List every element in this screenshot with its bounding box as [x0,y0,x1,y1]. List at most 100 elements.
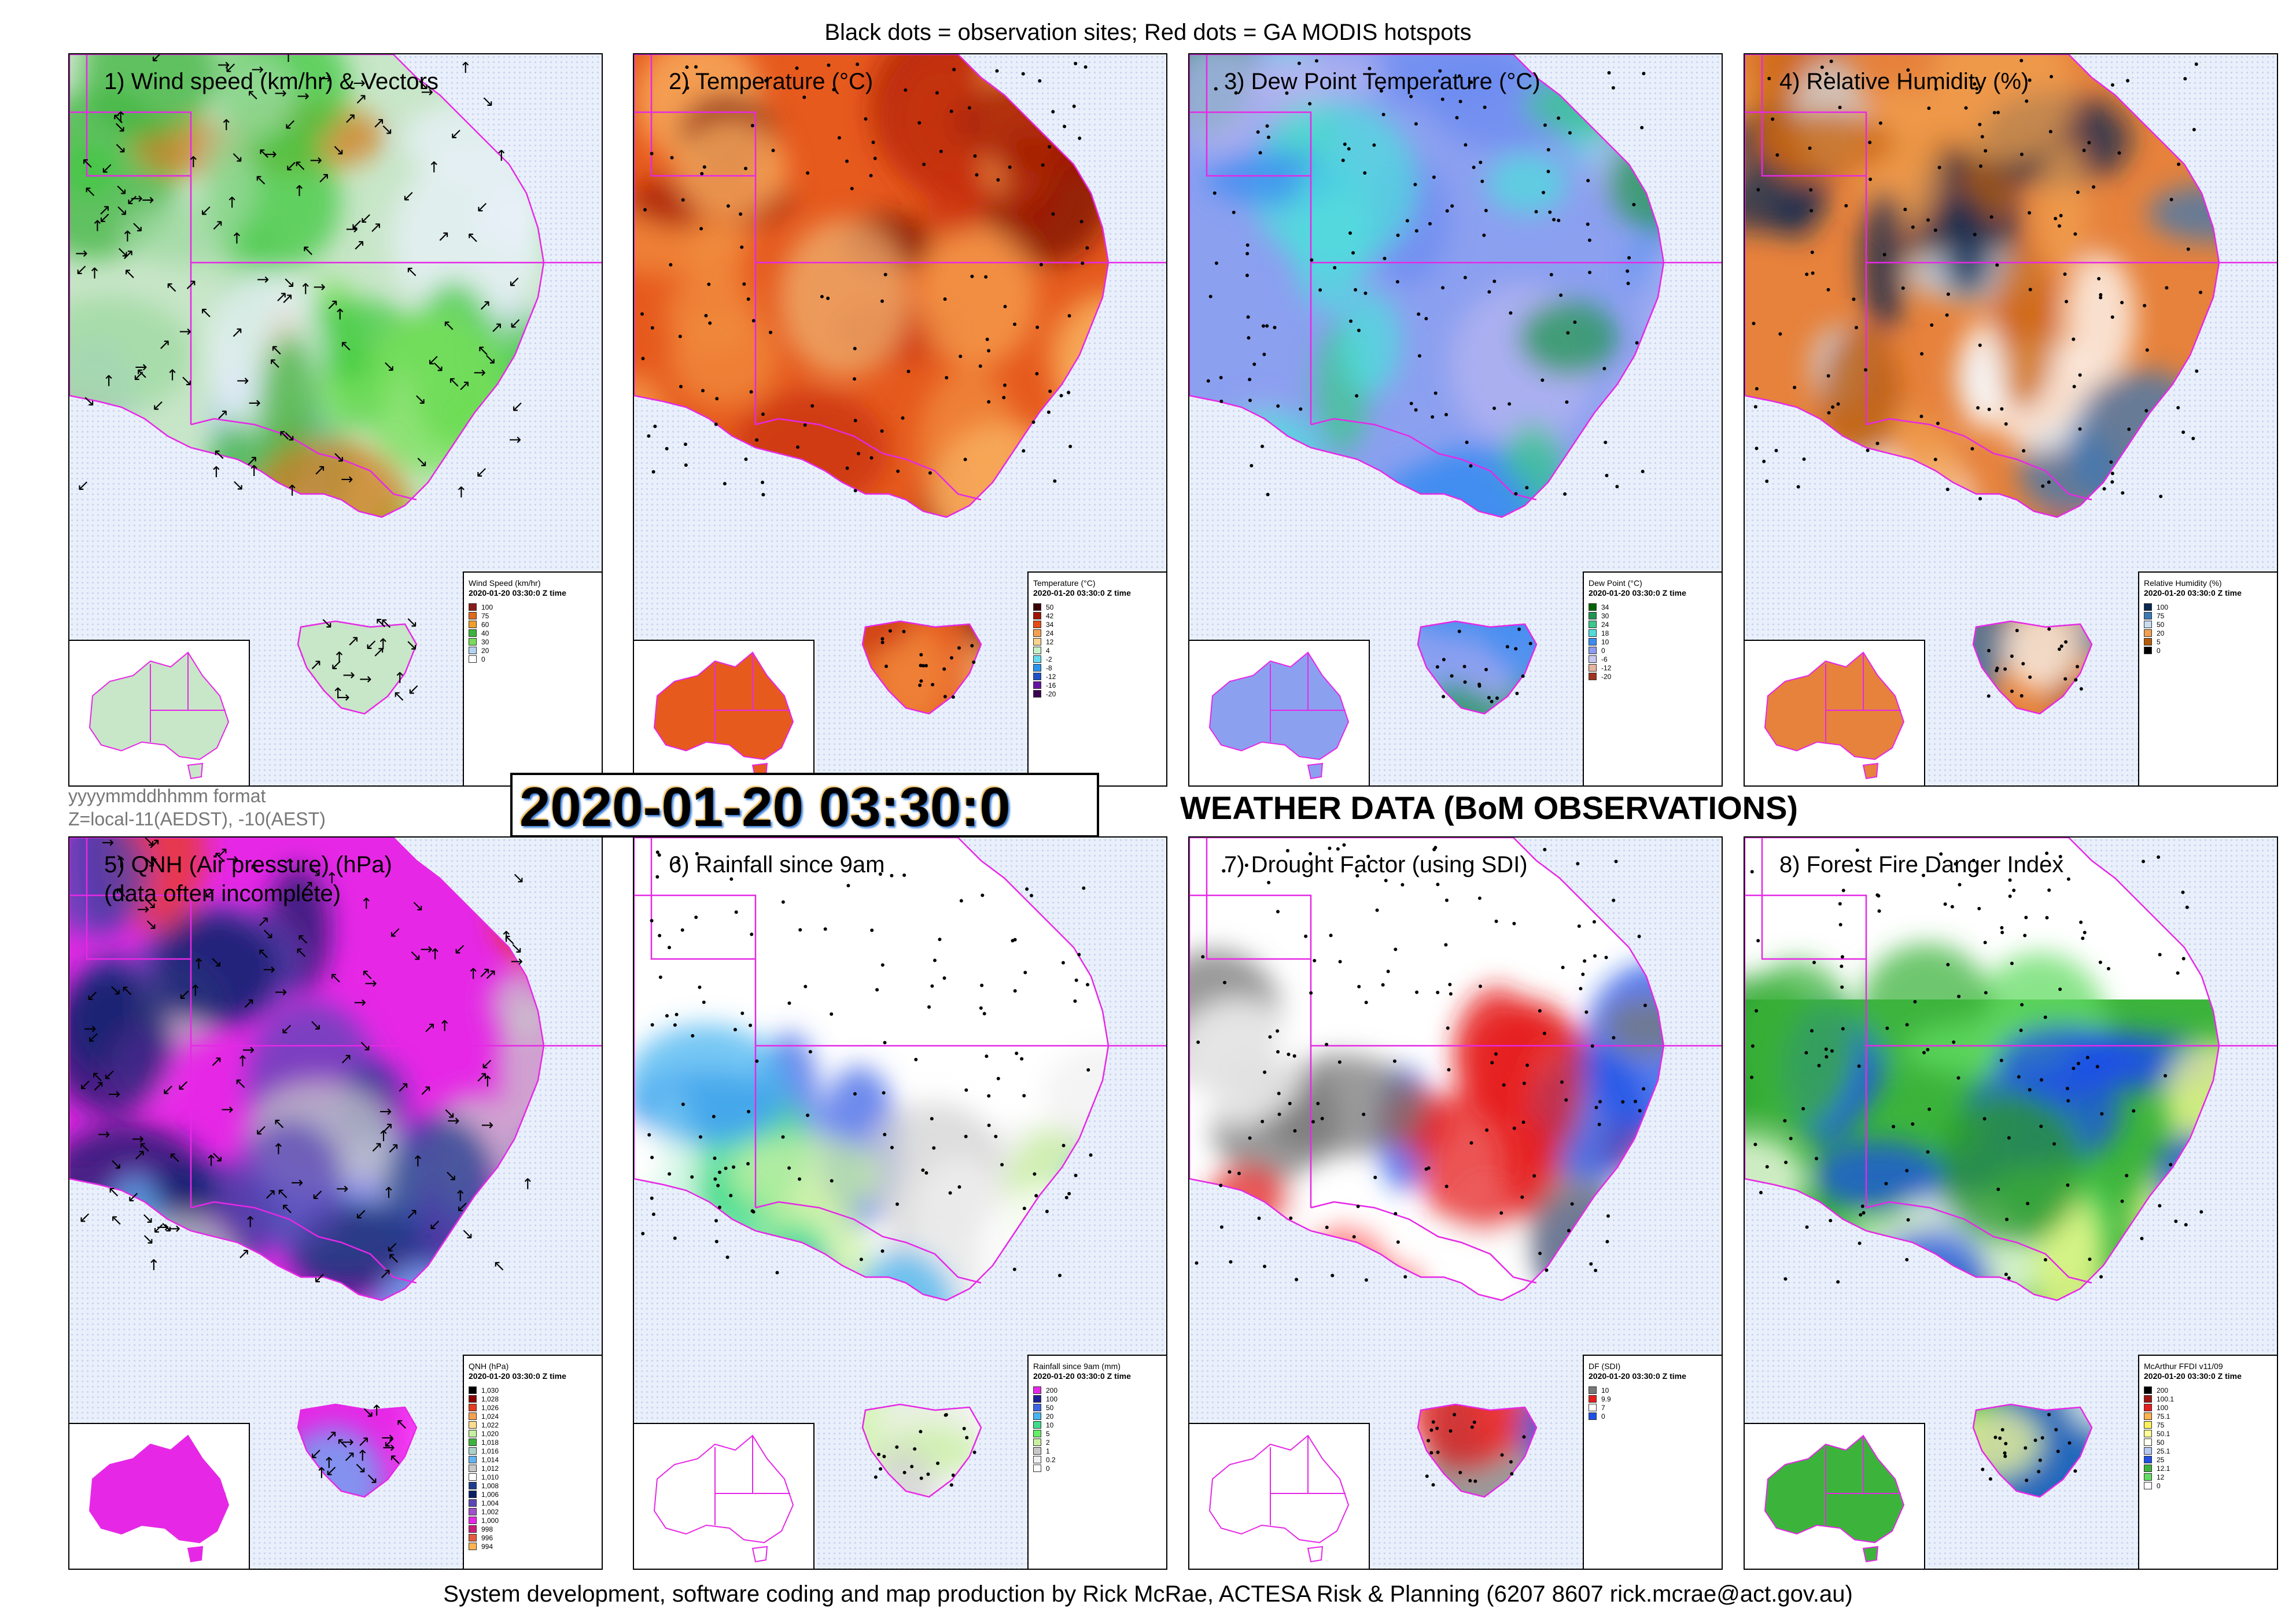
observation-site-dot [832,88,836,92]
wind-vector-icon: ↘ [383,357,396,375]
observation-site-dot [1567,1229,1571,1233]
wind-vector-icon: ↗ [301,877,314,895]
observation-site-dot [781,1135,785,1139]
wind-vector-icon: ↑ [377,636,389,653]
legend-label: 998 [481,1525,493,1533]
wind-vector-icon: ↖ [467,229,480,246]
observation-site-dot [1245,252,1250,256]
legend-entry: 20 [469,646,597,655]
observation-site-dot [1801,1106,1805,1111]
observation-site-dot [678,334,682,338]
observation-site-dot [1514,647,1518,651]
observation-site-dot [1487,290,1491,294]
observation-site-dot [1081,261,1085,265]
legend-swatch [2144,1430,2152,1437]
observation-site-dot [718,1205,722,1209]
legend-label: 1,030 [481,1386,499,1395]
observation-site-dot [1854,326,1858,330]
observation-site-dot [1774,449,1778,453]
panel-title: 2) Temperature (°C) [669,67,873,96]
observation-site-dot [1998,1436,2002,1440]
observation-site-dot [1258,151,1262,155]
observation-site-dot [640,312,644,316]
observation-site-dot [1615,485,1619,489]
map-legend: Temperature (°C) 2020-01-20 03:30:0 Z tim… [1027,571,1166,785]
observation-site-dot [2120,1199,2124,1203]
observation-site-dot [1566,331,1570,335]
observation-site-dot [1256,130,1260,134]
observation-site-dot [1987,648,1991,652]
observation-site-dot [1756,939,1760,943]
observation-site-dot [1906,68,1910,72]
observation-site-dot [2019,694,2024,698]
observation-site-dot [2143,304,2147,308]
legend-entry: 34 [1033,620,1162,629]
observation-site-dot [1244,864,1248,868]
observation-site-dot [655,875,659,879]
observation-site-dot [650,919,654,923]
observation-site-dot [1435,665,1439,669]
observation-site-dot [1549,272,1553,276]
observation-site-dot [1957,994,1961,998]
map-panel-rainfall: 6) Rainfall since 9am Rainfall since 9am … [633,836,1167,1570]
observation-site-dot [701,389,705,393]
wind-vector-icon: ↗ [92,1078,105,1095]
observation-site-dot [1003,305,1007,309]
observation-site-dot [2079,920,2083,924]
legend-label: 100 [2157,1403,2169,1412]
observation-site-dot [1638,1109,1642,1113]
legend-swatch [2144,1438,2152,1446]
wind-vector-icon: → [447,1112,460,1130]
observation-site-dot [1943,902,1947,906]
legend-label: 50 [1046,603,1054,611]
observation-site-dot [1444,412,1449,416]
wind-vector-icon: ↖ [477,342,490,360]
observation-site-dot [1469,1141,1473,1145]
wind-vector-icon: ↘ [443,1105,456,1122]
wind-vector-icon: ↘ [432,358,444,375]
observation-site-dot [2015,629,2019,633]
observation-site-dot [1316,1101,1320,1105]
legend-entry: 50 [1033,603,1162,611]
observation-site-dot [1606,1214,1610,1218]
observation-site-dot [2059,644,2063,648]
legend-entry: 0 [1033,1464,1162,1473]
observation-site-dot [685,65,689,69]
legend-label: 25 [2157,1455,2165,1464]
observation-site-dot [798,928,802,932]
observation-site-dot [1020,1057,1024,1061]
observation-site-dot [1593,954,1597,958]
observation-site-dot [2059,213,2063,217]
observation-site-dot [1442,695,1446,699]
legend-label: -20 [1601,672,1612,681]
observation-site-dot [2088,1257,2092,1261]
observation-site-dot [1343,142,1347,146]
observation-site-dot [1351,251,1355,255]
wind-vector-icon: ↘ [417,76,430,94]
observation-site-dot [1079,220,1083,224]
wind-vector-icon: ↙ [285,157,298,175]
legend-swatch [469,1517,477,1524]
observation-site-dot [1882,253,1886,257]
observation-site-dot [1021,72,1025,76]
observation-site-dot [1836,1280,1840,1284]
observation-site-dot [845,466,849,470]
wind-vector-icon: ↑ [495,147,508,165]
observation-site-dot [846,884,850,888]
observation-site-dot [1229,1260,1233,1264]
observation-site-dot [2057,647,2061,651]
observation-site-dot [1276,1029,1280,1033]
observation-site-dot [1926,1150,1930,1154]
observation-site-dot [2047,1412,2051,1417]
legend-label: -12 [1046,672,1056,681]
observation-site-dot [2047,888,2051,892]
wind-vector-icon: ↖ [213,848,226,865]
legend-entry: 1,030 [469,1386,597,1395]
observation-site-dot [964,1088,968,1092]
observation-site-dot [641,356,645,360]
coastline [69,54,545,715]
legend-title: Wind Speed (km/hr) [469,578,541,588]
observation-site-dot [1285,849,1289,853]
observation-site-dot [1357,984,1361,988]
wind-vector-icon: ↙ [127,1188,140,1205]
